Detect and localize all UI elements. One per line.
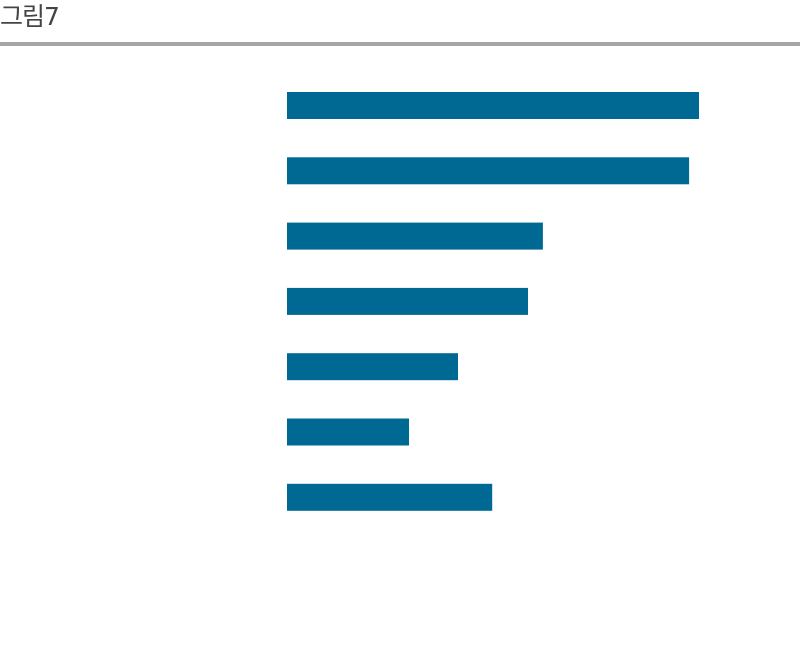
bar-6: [287, 418, 409, 446]
bar-5: [287, 353, 458, 381]
header-rule: [0, 42, 800, 46]
bar-4: [287, 287, 528, 315]
bar-1: [287, 92, 699, 119]
bar-7: [287, 483, 493, 511]
bar-3: [287, 222, 543, 250]
bar-2: [287, 157, 690, 185]
figure-label: 그림7: [0, 2, 60, 31]
